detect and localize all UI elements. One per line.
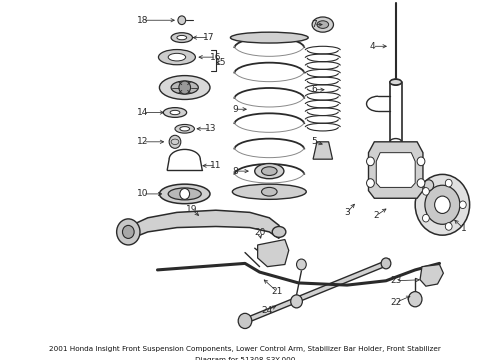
Ellipse shape [170, 110, 180, 115]
Text: 22: 22 [390, 298, 401, 307]
Ellipse shape [317, 21, 329, 28]
Ellipse shape [262, 167, 277, 175]
Polygon shape [420, 265, 443, 286]
Text: Diagram for 51308-S3Y-000: Diagram for 51308-S3Y-000 [195, 357, 295, 360]
Ellipse shape [159, 76, 210, 99]
Circle shape [417, 179, 425, 188]
Polygon shape [131, 210, 279, 238]
Circle shape [178, 16, 186, 24]
Ellipse shape [175, 125, 195, 133]
Ellipse shape [168, 188, 201, 200]
Ellipse shape [180, 127, 190, 131]
Circle shape [460, 201, 466, 208]
Circle shape [238, 313, 252, 329]
Text: 7: 7 [311, 20, 317, 29]
Text: 17: 17 [203, 33, 215, 42]
Ellipse shape [232, 184, 306, 199]
Text: 10: 10 [137, 189, 148, 198]
Text: 11: 11 [210, 161, 221, 170]
Ellipse shape [390, 79, 402, 85]
Circle shape [117, 219, 140, 245]
Text: 21: 21 [271, 287, 283, 296]
Circle shape [425, 185, 460, 224]
Text: 14: 14 [137, 108, 148, 117]
Polygon shape [241, 259, 390, 325]
Ellipse shape [312, 17, 334, 32]
Text: 13: 13 [205, 124, 217, 133]
Ellipse shape [168, 53, 186, 61]
Circle shape [367, 179, 374, 188]
Text: 18: 18 [137, 16, 148, 25]
Circle shape [435, 196, 450, 213]
Text: 1: 1 [461, 224, 466, 233]
Text: 2001 Honda Insight Front Suspension Components, Lower Control Arm, Stabilizer Ba: 2001 Honda Insight Front Suspension Comp… [49, 346, 441, 352]
Text: 3: 3 [344, 208, 350, 217]
Circle shape [291, 295, 302, 308]
Text: 4: 4 [369, 42, 375, 51]
Circle shape [417, 157, 425, 166]
Circle shape [367, 157, 374, 166]
Ellipse shape [230, 32, 308, 43]
Circle shape [424, 180, 434, 191]
Circle shape [408, 292, 422, 307]
Ellipse shape [177, 35, 187, 40]
Circle shape [445, 179, 452, 187]
Circle shape [381, 258, 391, 269]
Text: 23: 23 [390, 276, 401, 285]
Text: 24: 24 [262, 306, 273, 315]
Polygon shape [376, 153, 415, 188]
Polygon shape [258, 239, 289, 267]
Circle shape [169, 135, 181, 148]
Ellipse shape [272, 226, 286, 237]
Ellipse shape [390, 80, 402, 85]
Text: 9: 9 [232, 105, 238, 114]
Ellipse shape [255, 163, 284, 179]
Circle shape [445, 222, 452, 230]
Circle shape [422, 188, 429, 195]
Ellipse shape [262, 188, 277, 196]
Text: 12: 12 [137, 137, 148, 146]
Text: 2: 2 [373, 211, 379, 220]
Polygon shape [313, 142, 333, 159]
Ellipse shape [171, 81, 198, 94]
Circle shape [422, 214, 429, 222]
Ellipse shape [163, 108, 187, 117]
Polygon shape [368, 142, 423, 198]
Text: 15: 15 [215, 58, 226, 67]
Circle shape [180, 189, 190, 199]
Circle shape [122, 225, 134, 238]
Text: 8: 8 [232, 167, 238, 176]
Circle shape [296, 259, 306, 270]
Ellipse shape [171, 33, 193, 42]
Text: 6: 6 [311, 85, 317, 94]
Text: 16: 16 [210, 53, 221, 62]
Ellipse shape [158, 50, 196, 65]
Text: 5: 5 [311, 137, 317, 146]
Text: 19: 19 [186, 204, 197, 213]
Text: 20: 20 [254, 229, 265, 238]
Ellipse shape [159, 184, 210, 204]
Circle shape [179, 81, 191, 94]
Circle shape [415, 174, 469, 235]
